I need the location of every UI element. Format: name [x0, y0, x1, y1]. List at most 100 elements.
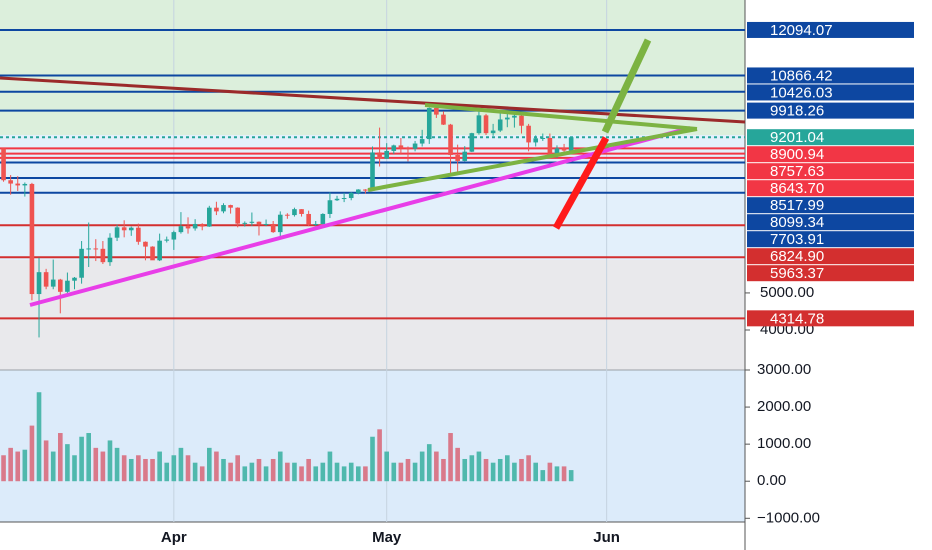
- volume-bar: [476, 451, 482, 482]
- volume-bar: [469, 455, 475, 482]
- candle-body: [327, 200, 333, 214]
- candle-body: [214, 207, 219, 212]
- candle-body: [292, 209, 297, 216]
- candle-body: [348, 192, 354, 199]
- volume-bar: [86, 433, 91, 482]
- price-tag: [747, 102, 914, 119]
- candle-body: [1, 148, 6, 181]
- candle-body: [526, 125, 531, 143]
- volume-tick-label: 3000.00: [757, 361, 811, 378]
- price-tag: [747, 265, 914, 282]
- volume-bar: [554, 466, 560, 482]
- volume-bar: [299, 466, 304, 482]
- y-tick-label: 5000.00: [760, 284, 814, 301]
- candle-body: [263, 223, 269, 225]
- candle-body: [370, 152, 375, 191]
- candle-body: [419, 139, 425, 144]
- price-tag-label: 9918.26: [770, 103, 824, 120]
- candle-body: [299, 209, 304, 214]
- volume-bar: [185, 455, 191, 482]
- candle-body: [65, 280, 70, 292]
- candle-body: [178, 226, 184, 233]
- volume-bar: [164, 462, 170, 482]
- volume-bar: [256, 458, 262, 482]
- price-tag: [747, 214, 914, 231]
- price-tag-label: 4314.78: [770, 310, 824, 327]
- x-tick-label: Jun: [593, 529, 620, 546]
- price-tag-label: 9201.04: [770, 129, 824, 146]
- volume-bar: [143, 458, 148, 482]
- volume-bar: [526, 455, 531, 482]
- zone-gray: [0, 260, 745, 370]
- volume-tick-label: −1000.00: [757, 509, 820, 526]
- volume-bar: [58, 433, 63, 482]
- volume-bar: [292, 462, 297, 482]
- volume-bar: [157, 451, 162, 482]
- volume-bar: [199, 466, 205, 482]
- volume-bar: [93, 447, 99, 482]
- price-tag-label: 6824.90: [770, 248, 824, 265]
- candle-body: [554, 148, 560, 156]
- volume-bar: [150, 458, 155, 482]
- candle-body: [171, 232, 177, 240]
- price-tag-label: 7703.91: [770, 231, 824, 248]
- price-tag: [747, 129, 914, 146]
- candle-body: [426, 107, 432, 140]
- price-tag-label: 8517.99: [770, 197, 824, 214]
- price-tag-label: 10426.03: [770, 84, 833, 101]
- volume-bar: [391, 462, 397, 482]
- volume-bar: [178, 447, 184, 482]
- volume-bar: [228, 462, 233, 482]
- price-tag: [747, 146, 914, 163]
- volume-bar: [29, 425, 35, 482]
- candle-body: [391, 145, 397, 151]
- volume-bar: [441, 458, 446, 482]
- price-tag-label: 8643.70: [770, 180, 824, 197]
- candle-body: [568, 137, 574, 151]
- candle-body: [22, 183, 28, 186]
- volume-bar: [285, 462, 290, 482]
- candle-body: [93, 248, 99, 250]
- volume-bar: [306, 458, 311, 482]
- volume-bar: [65, 444, 70, 482]
- candle-body: [561, 148, 567, 151]
- volume-bar: [363, 466, 368, 482]
- candle-body: [36, 272, 42, 295]
- candle-body: [384, 150, 389, 159]
- volume-bar: [384, 451, 389, 482]
- volume-bar: [356, 466, 361, 482]
- candle-body: [476, 115, 482, 134]
- volume-bar: [561, 466, 567, 482]
- candle-body: [469, 133, 475, 152]
- candle-body: [412, 143, 418, 149]
- candle-body: [483, 115, 489, 134]
- candle-body: [107, 237, 113, 263]
- price-tag: [747, 67, 914, 84]
- candle-body: [114, 227, 120, 238]
- volume-bar: [114, 447, 120, 482]
- candle-body: [29, 183, 35, 295]
- volume-bar: [79, 436, 84, 482]
- x-tick-label: Apr: [161, 529, 187, 546]
- volume-bar: [72, 455, 77, 482]
- candle-body: [221, 205, 226, 212]
- candle-body: [405, 148, 411, 150]
- volume-bar: [235, 455, 240, 482]
- x-tick-label: May: [372, 529, 402, 546]
- drawings: [0, 38, 746, 307]
- volume-bar: [505, 455, 510, 482]
- candle-body: [320, 213, 326, 224]
- volume-bar: [426, 444, 432, 482]
- candle-body: [58, 279, 63, 292]
- volume-bar: [405, 458, 411, 482]
- candle-body: [519, 115, 524, 126]
- candle-body: [242, 222, 248, 224]
- candle-body: [164, 239, 170, 241]
- candle-body: [313, 223, 319, 225]
- volume-bar: [497, 458, 503, 482]
- candle-body: [192, 223, 198, 229]
- candle-body: [150, 246, 155, 261]
- volume-bar: [107, 440, 113, 482]
- candle-body: [341, 198, 347, 200]
- volume-bar: [1, 455, 6, 482]
